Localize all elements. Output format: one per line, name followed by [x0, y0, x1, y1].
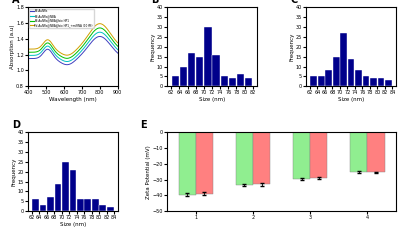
Bar — [229, 78, 236, 86]
Bar — [204, 27, 212, 86]
Bar — [236, 132, 253, 185]
X-axis label: Wavelength (nm): Wavelength (nm) — [49, 97, 97, 102]
Bar — [212, 55, 220, 86]
Bar — [253, 132, 270, 184]
Bar — [340, 33, 347, 86]
Bar — [348, 59, 354, 86]
Y-axis label: Frequency: Frequency — [290, 33, 294, 61]
Text: C: C — [290, 0, 297, 5]
Bar — [385, 80, 392, 86]
Bar — [178, 132, 196, 195]
Bar — [40, 205, 46, 211]
Bar — [367, 132, 384, 173]
Bar — [84, 199, 91, 211]
Bar — [355, 71, 362, 86]
Bar — [77, 199, 84, 211]
Bar — [92, 199, 99, 211]
Bar — [54, 184, 61, 211]
Bar — [196, 57, 204, 86]
Y-axis label: Absorption (a.u): Absorption (a.u) — [10, 24, 15, 69]
Legend: Pd-AuNRs, Pd-AuNRs@NBA, Pd-AuNRs@NBA@bio-HP1, Pd-AuNRs@NBA@bio-HP1_+miRNA (10 fM: Pd-AuNRs, Pd-AuNRs@NBA, Pd-AuNRs@NBA@bio… — [29, 9, 94, 28]
Text: B: B — [151, 0, 158, 5]
Bar — [32, 199, 39, 211]
X-axis label: Size (nm): Size (nm) — [199, 97, 225, 102]
Bar — [310, 132, 327, 178]
X-axis label: Size (nm): Size (nm) — [338, 97, 364, 102]
Bar — [47, 197, 54, 211]
Bar — [70, 170, 76, 211]
Text: E: E — [140, 120, 146, 130]
Bar — [310, 76, 317, 86]
Y-axis label: Zeta Potential (mV): Zeta Potential (mV) — [146, 145, 151, 198]
Text: A: A — [12, 0, 19, 5]
Bar — [245, 78, 252, 86]
Bar — [188, 53, 195, 86]
Bar — [325, 71, 332, 86]
Bar — [237, 74, 244, 86]
Bar — [293, 132, 310, 179]
Bar — [100, 205, 106, 211]
Bar — [172, 76, 179, 86]
Bar — [378, 78, 384, 86]
X-axis label: Size (nm): Size (nm) — [60, 222, 86, 227]
Bar — [107, 207, 114, 211]
Bar — [318, 76, 324, 86]
Bar — [363, 76, 370, 86]
Bar — [62, 162, 69, 211]
Bar — [196, 132, 213, 194]
Bar — [220, 76, 228, 86]
Y-axis label: Frequency: Frequency — [11, 157, 16, 186]
Bar — [180, 66, 187, 86]
Y-axis label: Frequency: Frequency — [150, 33, 155, 61]
Bar — [370, 78, 377, 86]
Bar — [350, 132, 367, 172]
Text: D: D — [12, 120, 20, 130]
Bar — [333, 57, 340, 86]
